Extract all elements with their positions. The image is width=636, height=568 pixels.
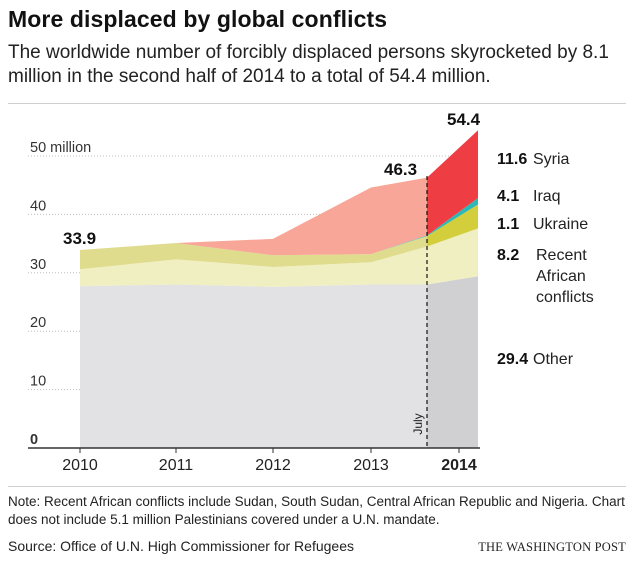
value-label-other: 29.4 bbox=[497, 351, 528, 368]
y-tick-label-30: 30 bbox=[30, 257, 46, 273]
value-label-iraq: 4.1 bbox=[497, 188, 519, 205]
value-label-recent-african-conflicts: 8.2 bbox=[497, 247, 519, 264]
publisher-logo: THE WASHINGTON POST bbox=[478, 540, 626, 554]
end-total-label: 54.4 bbox=[447, 110, 481, 129]
x-tick-label-2014: 2014 bbox=[441, 457, 477, 474]
area-iraq bbox=[80, 236, 427, 270]
area-chart: 2010 2011 2012 2013 2014 0 10 20 30 40 50 million J… bbox=[28, 110, 594, 474]
area-ukraine-2h2014 bbox=[427, 198, 478, 237]
top-divider bbox=[8, 103, 626, 104]
series-label-other: Other bbox=[533, 351, 574, 368]
series-label-recent-african-conflicts: Recent African conflicts bbox=[536, 247, 594, 306]
series-label-ukraine: Ukraine bbox=[533, 216, 588, 233]
bottom-divider bbox=[8, 486, 626, 487]
y-tick-label-20: 20 bbox=[30, 315, 46, 331]
y-tick-label-40: 40 bbox=[30, 198, 46, 214]
y-tick-label-50: 50 million bbox=[30, 140, 91, 156]
y-tick-label-10: 10 bbox=[30, 374, 46, 390]
area-iraq-2h2014 bbox=[427, 204, 478, 247]
series-label-iraq: Iraq bbox=[533, 188, 561, 205]
area-syria-2h2014 bbox=[427, 130, 478, 236]
x-tick-label-2012: 2012 bbox=[255, 457, 291, 474]
value-label-ukraine: 1.1 bbox=[497, 216, 519, 233]
series-label-syria: Syria bbox=[533, 151, 570, 168]
x-tick-label-2010: 2010 bbox=[62, 457, 98, 474]
x-tick-label-2013: 2013 bbox=[353, 457, 389, 474]
chart-note: Note: Recent African conflicts include S… bbox=[8, 494, 625, 527]
chart-source: Source: Office of U.N. High Commissioner… bbox=[8, 538, 354, 554]
area-other-2h2014 bbox=[427, 276, 478, 448]
x-tick-label-2011: 2011 bbox=[159, 457, 194, 474]
area-african-2h2014 bbox=[427, 228, 478, 285]
area-other bbox=[80, 284, 427, 448]
july-label: July bbox=[411, 413, 425, 434]
start-total-label: 33.9 bbox=[63, 229, 96, 248]
area-african bbox=[80, 246, 427, 287]
value-label-syria: 11.6 bbox=[497, 151, 527, 168]
mid-total-label: 46.3 bbox=[384, 160, 417, 179]
chart-subtitle: The worldwide number of forcibly displac… bbox=[8, 42, 609, 87]
chart-title: More displaced by global conflicts bbox=[8, 6, 388, 32]
area-syria bbox=[80, 177, 427, 256]
y-tick-label-0: 0 bbox=[30, 432, 38, 448]
